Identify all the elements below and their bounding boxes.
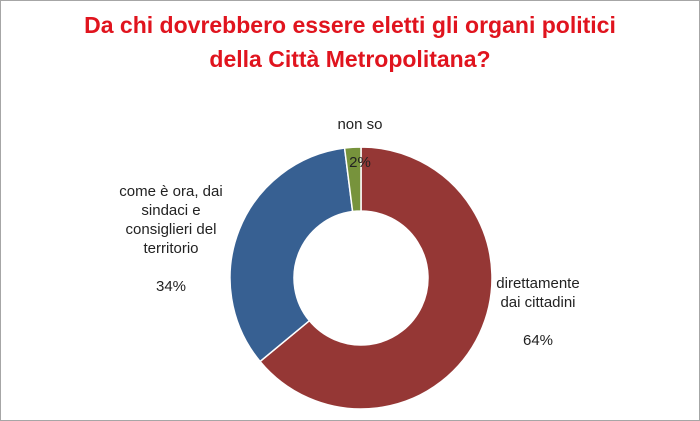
slice-label-come-ora-text: come è ora, dai sindaci e consiglieri de… [119,183,223,257]
slice-label-non-so-text: non so [337,116,383,133]
slice-non-so [343,146,362,213]
slice-label-come-ora-value: 34% [155,278,187,295]
slice-label-direttamente: direttamente dai cittadini 64% [478,255,598,350]
chart-title-line-2: della Città Metropolitana? [209,46,491,72]
slice-label-come-ora: come è ora, dai sindaci e consiglieri de… [106,163,236,296]
slice-label-non-so-value: 2% [349,154,371,171]
slice-direttamente [259,146,493,410]
slice-label-direttamente-value: 64% [522,332,554,349]
slice-come-ora [229,147,354,363]
slice-label-direttamente-text: direttamente dai cittadini [496,275,580,311]
chart-title: Da chi dovrebbero essere eletti gli orga… [0,8,700,76]
slice-label-non-so: non so 2% [315,96,405,172]
chart-title-line-1: Da chi dovrebbero essere eletti gli orga… [84,12,616,38]
